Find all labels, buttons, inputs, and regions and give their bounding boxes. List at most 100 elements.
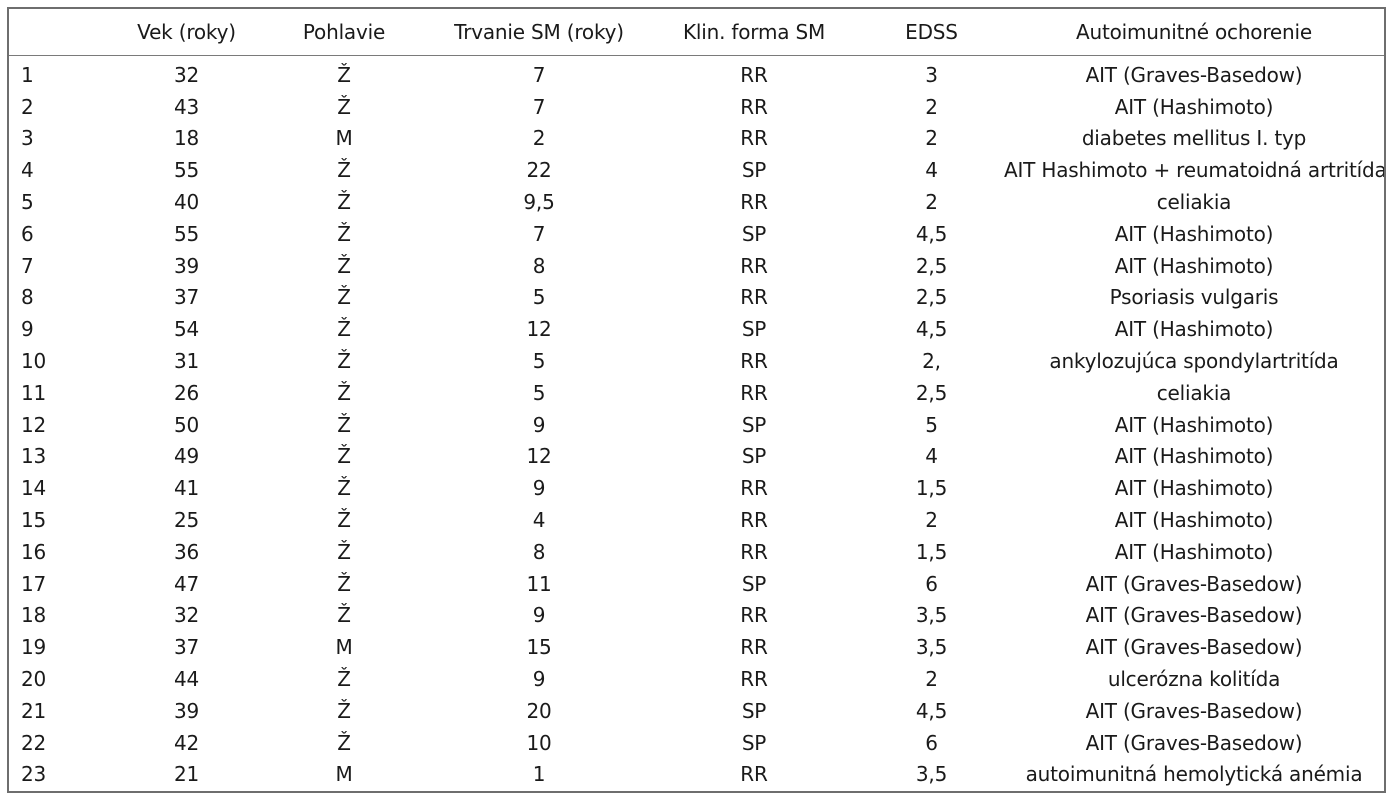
- table-row: 16 36 Ž 8 RR 1,5 AIT (Hashimoto): [9, 536, 1384, 568]
- table-row: 11 26 Ž 5 RR 2,5 celiakia: [9, 377, 1384, 409]
- cell-sex: Ž: [337, 476, 351, 501]
- cell-age: 39: [173, 253, 200, 278]
- cell-edss: 3,5: [915, 635, 948, 660]
- cell-edss: 2: [925, 190, 938, 215]
- table-row: 17 47 Ž 11 SP 6 AIT (Graves-Basedow): [9, 568, 1384, 600]
- cell-ms-duration: 7: [532, 221, 546, 246]
- cell-sex: Ž: [337, 730, 351, 755]
- cell-edss: 2: [925, 94, 938, 119]
- cell-sex: Ž: [337, 285, 351, 310]
- cell-row-number: 9: [21, 317, 34, 342]
- cell-edss: 2,: [922, 349, 941, 374]
- cell-edss: 6: [925, 571, 938, 596]
- cell-edss: 1,5: [915, 476, 948, 501]
- cell-sex: Ž: [337, 190, 351, 215]
- cell-ms-duration: 11: [526, 571, 552, 596]
- cell-ms-duration: 2: [532, 126, 546, 151]
- cell-ms-clinical-form: RR: [740, 285, 768, 310]
- cell-autoimmune-disease: AIT (Graves-Basedow): [1085, 603, 1303, 628]
- cell-sex: Ž: [337, 253, 351, 278]
- cell-row-number: 13: [21, 444, 47, 469]
- cell-sex: Ž: [337, 603, 351, 628]
- cell-age: 47: [173, 571, 200, 596]
- cell-autoimmune-disease: AIT (Graves-Basedow): [1085, 730, 1303, 755]
- column-header-edss: EDSS: [859, 9, 1004, 56]
- header-row: Vek (roky) Pohlavie Trvanie SM (roky) Klin.…: [9, 9, 1384, 56]
- cell-ms-duration: 10: [526, 730, 552, 755]
- cell-autoimmune-disease: AIT (Graves-Basedow): [1085, 62, 1303, 87]
- cell-sex: Ž: [337, 412, 351, 437]
- cell-edss: 3: [925, 62, 938, 87]
- cell-autoimmune-disease: AIT (Graves-Basedow): [1085, 635, 1303, 660]
- cell-age: 18: [173, 126, 200, 151]
- table-row: 14 41 Ž 9 RR 1,5 AIT (Hashimoto): [9, 472, 1384, 504]
- cell-age: 25: [173, 508, 200, 533]
- cell-ms-clinical-form: RR: [740, 380, 768, 405]
- cell-age: 32: [173, 603, 200, 628]
- cell-sex: Ž: [337, 444, 351, 469]
- cell-edss: 2: [925, 126, 938, 151]
- cell-row-number: 15: [21, 508, 47, 533]
- cell-autoimmune-disease: AIT (Hashimoto): [1114, 94, 1274, 119]
- cell-ms-duration: 9: [532, 412, 546, 437]
- cell-autoimmune-disease: diabetes mellitus I. typ: [1081, 126, 1307, 151]
- cell-age: 26: [173, 380, 200, 405]
- cell-row-number: 5: [21, 190, 34, 215]
- cell-row-number: 21: [21, 698, 47, 723]
- table-header: Vek (roky) Pohlavie Trvanie SM (roky) Klin.…: [9, 9, 1384, 56]
- cell-autoimmune-disease: AIT (Graves-Basedow): [1085, 571, 1303, 596]
- cell-ms-clinical-form: RR: [740, 190, 768, 215]
- cell-sex: Ž: [337, 94, 351, 119]
- patients-table: Vek (roky) Pohlavie Trvanie SM (roky) Klin.…: [9, 9, 1384, 790]
- cell-edss: 4,5: [915, 698, 948, 723]
- table-row: 7 39 Ž 8 RR 2,5 AIT (Hashimoto): [9, 250, 1384, 282]
- cell-ms-clinical-form: SP: [741, 571, 767, 596]
- cell-age: 55: [173, 221, 200, 246]
- cell-sex: Ž: [337, 158, 351, 183]
- cell-ms-duration: 15: [526, 635, 552, 660]
- table-row: 5 40 Ž 9,5 RR 2 celiakia: [9, 186, 1384, 218]
- cell-sex: Ž: [337, 62, 351, 87]
- cell-autoimmune-disease: ulcerózna kolitída: [1107, 667, 1281, 692]
- cell-ms-clinical-form: RR: [740, 603, 768, 628]
- cell-row-number: 23: [21, 762, 47, 787]
- cell-edss: 6: [925, 730, 938, 755]
- cell-sex: Ž: [337, 380, 351, 405]
- column-header-age: Vek (roky): [114, 9, 259, 56]
- cell-autoimmune-disease: AIT (Hashimoto): [1114, 221, 1274, 246]
- table-row: 18 32 Ž 9 RR 3,5 AIT (Graves-Basedow): [9, 600, 1384, 632]
- cell-ms-duration: 5: [532, 380, 546, 405]
- table-row: 2 43 Ž 7 RR 2 AIT (Hashimoto): [9, 91, 1384, 123]
- cell-row-number: 14: [21, 476, 47, 501]
- cell-row-number: 7: [21, 253, 34, 278]
- cell-ms-duration: 4: [532, 508, 546, 533]
- table-row: 13 49 Ž 12 SP 4 AIT (Hashimoto): [9, 441, 1384, 473]
- cell-ms-clinical-form: RR: [740, 253, 768, 278]
- cell-edss: 4: [925, 158, 938, 183]
- cell-age: 39: [173, 698, 200, 723]
- cell-ms-clinical-form: SP: [741, 444, 767, 469]
- table-body: 1 32 Ž 7 RR 3 AIT (Graves-Basedow) 2 43 Ž 7 RR 2 AIT …: [9, 56, 1384, 791]
- cell-age: 43: [173, 94, 200, 119]
- cell-sex: Ž: [337, 221, 351, 246]
- cell-age: 36: [173, 539, 200, 564]
- cell-edss: 4,5: [915, 221, 948, 246]
- cell-row-number: 10: [21, 349, 47, 374]
- cell-sex: Ž: [337, 349, 351, 374]
- cell-autoimmune-disease: AIT (Hashimoto): [1114, 253, 1274, 278]
- cell-autoimmune-disease: autoimunitná hemolytická anémia: [1025, 762, 1363, 787]
- cell-sex: M: [335, 762, 353, 787]
- cell-ms-clinical-form: RR: [740, 667, 768, 692]
- cell-ms-duration: 8: [532, 539, 546, 564]
- cell-row-number: 3: [21, 126, 34, 151]
- cell-ms-duration: 9: [532, 603, 546, 628]
- table-row: 23 21 M 1 RR 3,5 autoimunitná hemolytická aném…: [9, 759, 1384, 791]
- cell-row-number: 1: [21, 62, 34, 87]
- cell-ms-clinical-form: SP: [741, 730, 767, 755]
- cell-sex: Ž: [337, 698, 351, 723]
- cell-edss: 4: [925, 444, 938, 469]
- cell-sex: Ž: [337, 539, 351, 564]
- cell-ms-duration: 7: [532, 62, 546, 87]
- cell-autoimmune-disease: celiakia: [1156, 380, 1232, 405]
- cell-age: 41: [173, 476, 200, 501]
